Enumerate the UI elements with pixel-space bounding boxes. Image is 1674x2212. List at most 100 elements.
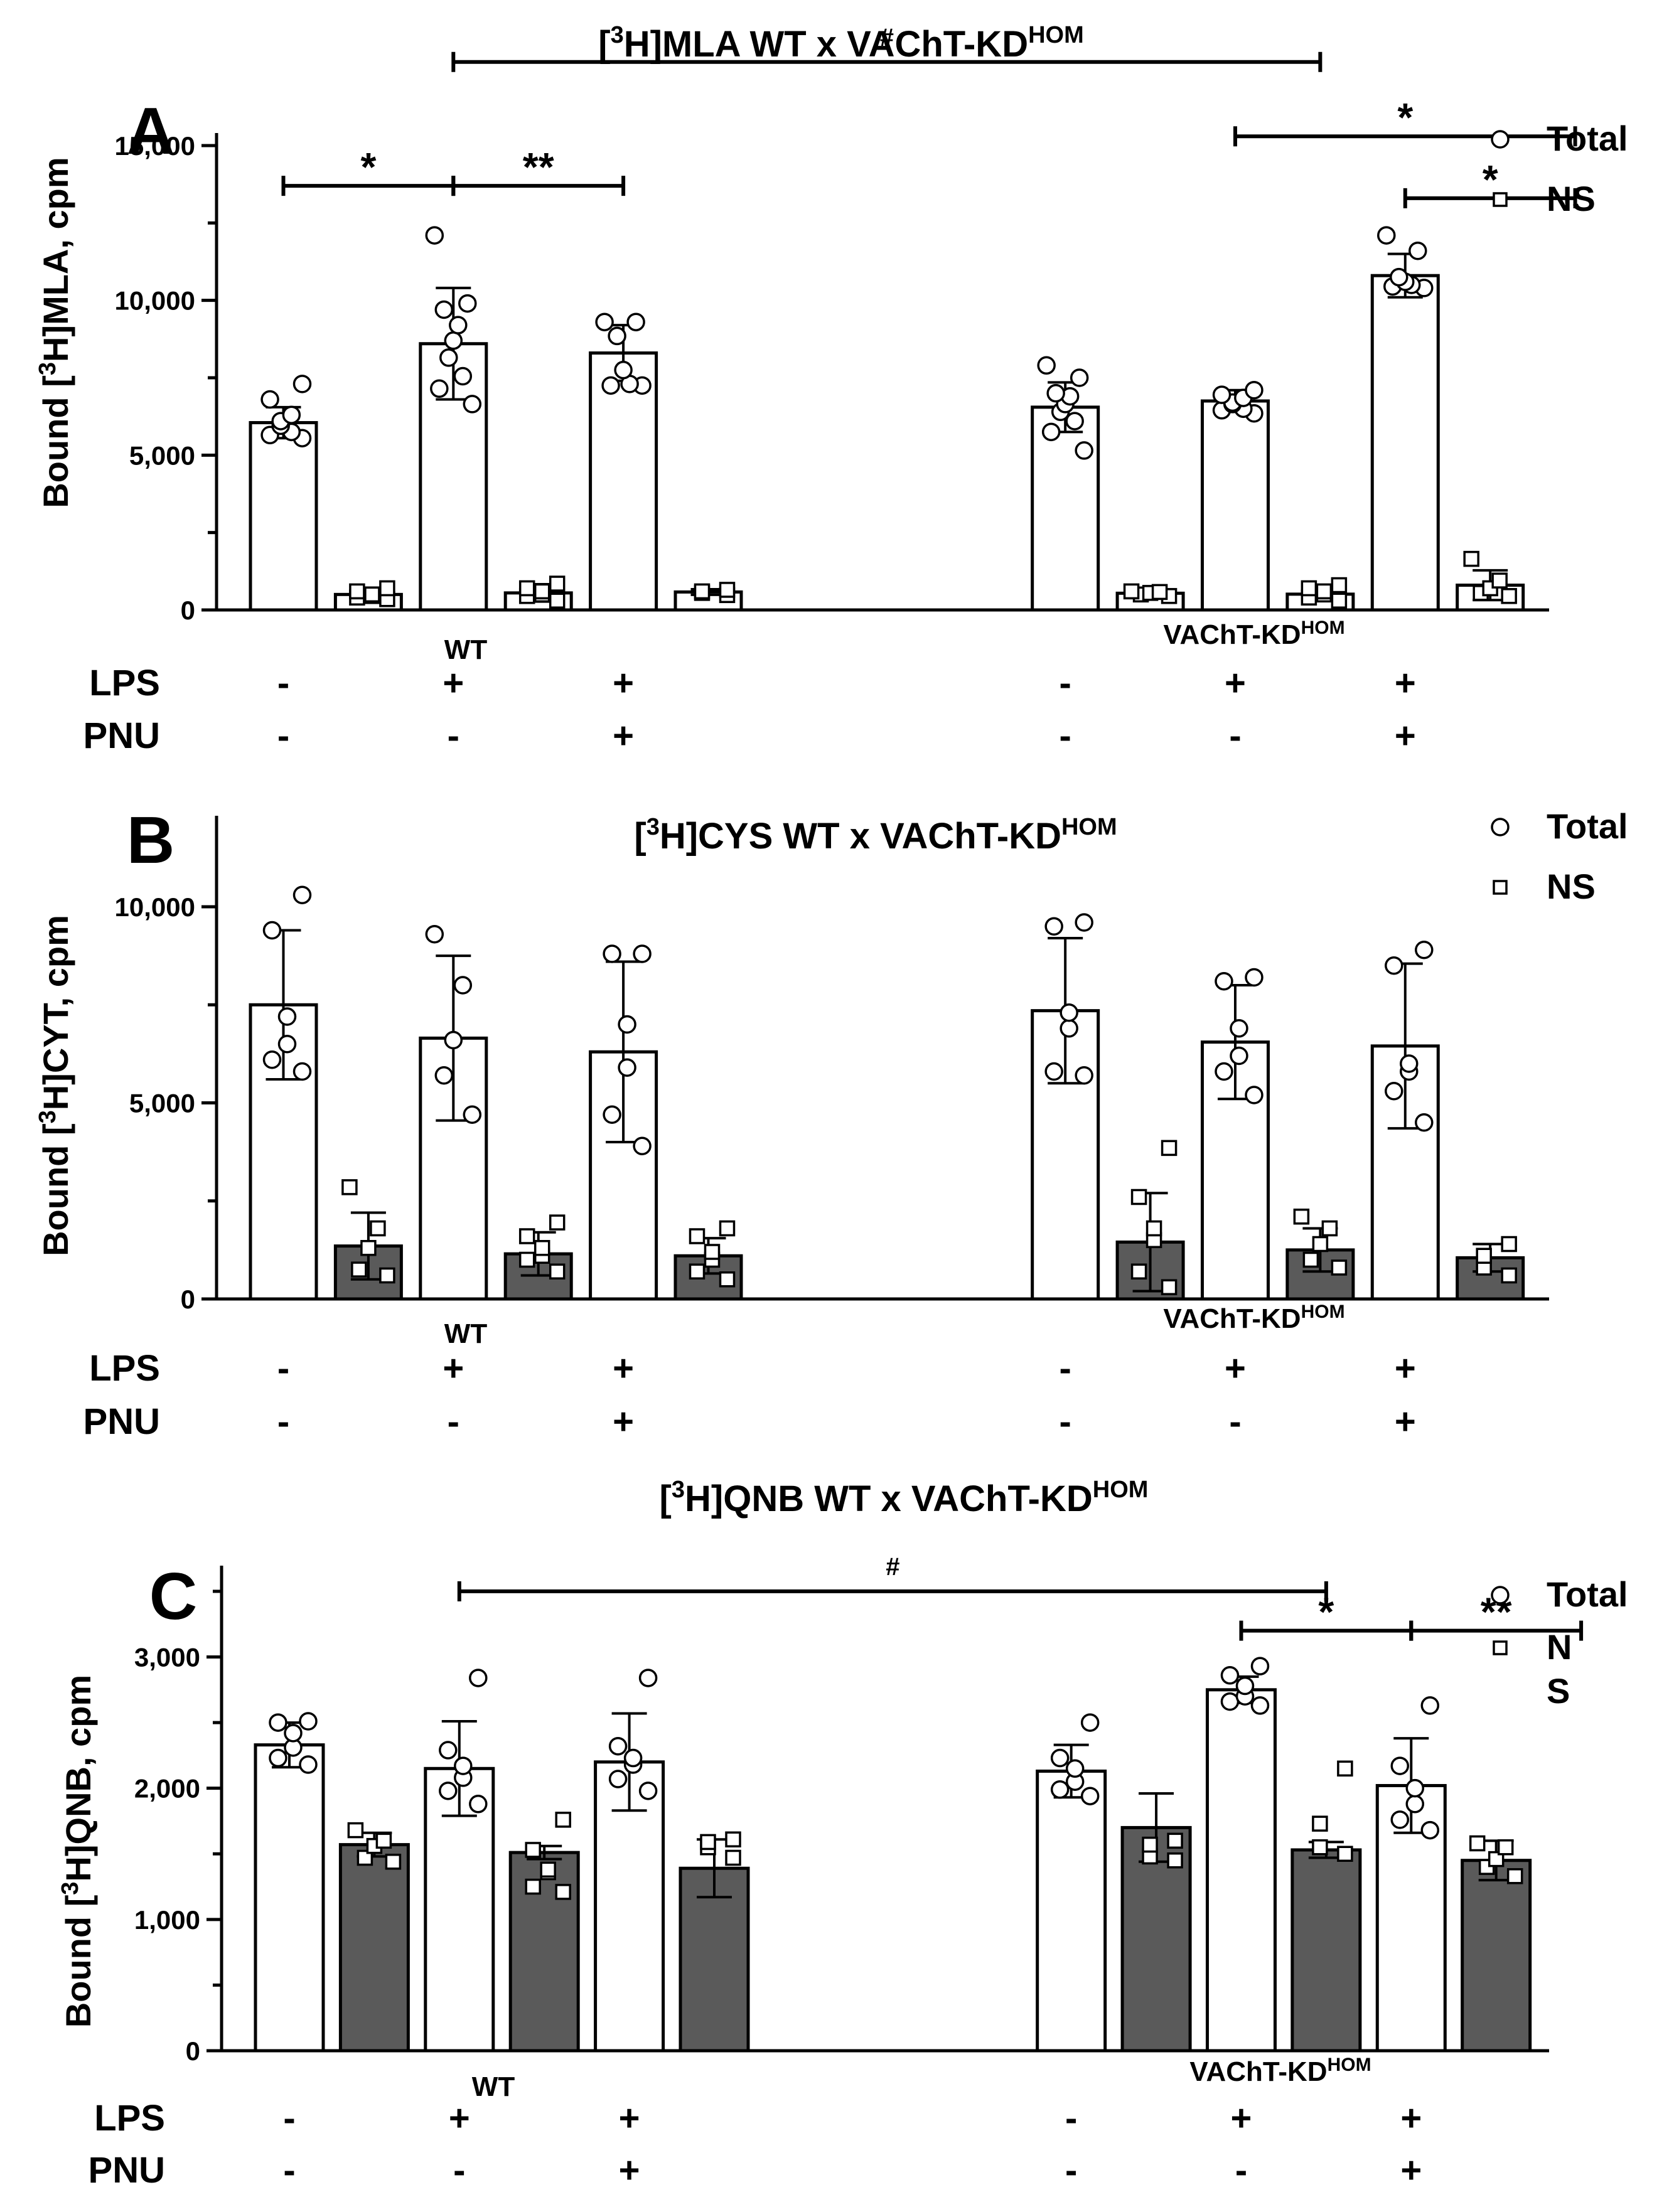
- data-point-ns: [534, 583, 550, 600]
- y-tick-label: 10,000: [115, 286, 195, 316]
- data-point-total: [469, 1669, 488, 1687]
- data-point-total: [262, 921, 282, 940]
- treatment-mark: -: [448, 1401, 459, 1442]
- data-point-ns: [364, 586, 380, 603]
- treatment-mark: -: [1235, 2150, 1247, 2191]
- treatment-label-pnu: PNU: [89, 2150, 165, 2191]
- y-tick-label: 10,000: [115, 892, 195, 922]
- data-point-ns: [1130, 1263, 1147, 1280]
- y-tick-label: 5,000: [129, 1089, 195, 1118]
- data-point-ns: [360, 1240, 377, 1256]
- panel-b: [3H]CYS WT x VAChT-KDHOM B Bound [3H]CYT…: [35, 803, 1628, 1442]
- panel-b-group-label-wt: WT: [444, 1318, 488, 1349]
- data-point-total: [1400, 1054, 1419, 1073]
- panel-c-ylabel-post: H]QNB, cpm: [58, 1675, 98, 1882]
- treatment-mark: +: [443, 663, 464, 703]
- data-point-ns: [725, 1849, 741, 1866]
- legend-marker-square: [1493, 192, 1508, 207]
- panel-b-ylabel-post: H]CYT, cpm: [36, 915, 75, 1110]
- data-point-ns: [525, 1842, 541, 1858]
- data-point-total: [618, 1015, 636, 1034]
- significance-bracket: *: [1233, 95, 1577, 147]
- panel-b-treatments: LPS - + + - + + PNU - - + - - +: [83, 1348, 1416, 1442]
- data-point-ns: [1302, 1251, 1319, 1268]
- data-point-ns: [719, 582, 736, 598]
- treatment-mark: +: [613, 1348, 634, 1389]
- panel-c-title-main: H]QNB WT x VAChT-KD: [685, 1478, 1093, 1519]
- data-point-ns: [518, 580, 535, 597]
- data-point-total: [1080, 1787, 1100, 1805]
- treatment-mark: +: [613, 715, 634, 756]
- bar-total: [249, 421, 318, 612]
- panel-a-title-sup: 3: [611, 22, 624, 48]
- legend-marker-square: [1493, 1640, 1508, 1655]
- data-point-total: [1060, 1019, 1078, 1038]
- panel-c-group-label-kd: VAChT-KDHOM: [1189, 2054, 1371, 2087]
- legend-label: NS: [1547, 179, 1596, 218]
- data-point-total: [277, 1035, 297, 1054]
- data-point-total: [1075, 441, 1093, 460]
- data-point-total: [1065, 1759, 1085, 1778]
- panel-c-treatments: LPS - + + - + + PNU - - + - - +: [89, 2098, 1422, 2191]
- data-point-ns: [1331, 577, 1348, 594]
- data-point-ns: [534, 1240, 550, 1256]
- data-point-total: [453, 976, 473, 995]
- data-point-ns: [370, 1220, 386, 1237]
- panel-a-ylabel-pre: Bound [: [36, 375, 75, 508]
- treatment-mark: +: [1395, 663, 1416, 703]
- data-point-total: [277, 1007, 297, 1026]
- data-point-total: [638, 1669, 658, 1687]
- panel-c-group-labels: WT VAChT-KDHOM: [472, 2054, 1371, 2102]
- y-tick-label: 2,000: [134, 1774, 200, 1803]
- data-point-ns: [1301, 580, 1317, 597]
- treatment-mark: -: [1065, 2150, 1077, 2191]
- y-tick-label: 0: [181, 1285, 195, 1314]
- legend-label-line: NS: [1547, 867, 1596, 906]
- data-point-total: [1044, 917, 1063, 936]
- data-point-ns: [1293, 1209, 1310, 1225]
- data-point-total: [1245, 968, 1264, 987]
- data-point-ns: [549, 575, 566, 592]
- bar-ns: [1461, 1859, 1532, 2053]
- significance-label: *: [1318, 1590, 1334, 1635]
- treatment-mark: +: [613, 1401, 634, 1442]
- data-point-ns: [1316, 583, 1333, 600]
- data-point-ns: [1506, 1868, 1523, 1884]
- panel-a-title: [3H]MLA WT x VAChT-KDHOM: [598, 22, 1083, 65]
- significance-bracket: **: [451, 144, 626, 196]
- panel-b-title-prefix: [: [634, 816, 646, 857]
- legend-label-line: N: [1547, 1627, 1572, 1667]
- panel-c-ylabel-sup: 3: [57, 1882, 83, 1895]
- data-point-total: [260, 390, 279, 409]
- bar-total: [249, 1003, 318, 1301]
- data-point-ns: [1312, 1236, 1329, 1253]
- data-point-ns: [555, 1884, 571, 1900]
- data-point-ns: [1476, 1248, 1492, 1264]
- data-point-total: [1245, 1086, 1264, 1104]
- data-point-total: [1060, 1003, 1078, 1022]
- treatment-mark: +: [449, 2098, 470, 2139]
- data-point-total: [1415, 941, 1434, 959]
- data-point-ns: [1463, 550, 1479, 567]
- data-point-total: [1390, 267, 1408, 287]
- data-point-ns: [1321, 1220, 1338, 1237]
- panel-c-title-prefix: [: [660, 1478, 672, 1519]
- y-tick-label: 5,000: [129, 441, 195, 470]
- data-point-total: [463, 395, 482, 414]
- treatment-mark: -: [283, 2150, 295, 2191]
- treatment-mark: +: [443, 1348, 464, 1389]
- data-point-total: [1080, 1713, 1100, 1732]
- legend-label-line: Total: [1547, 119, 1628, 158]
- treatment-mark: -: [1060, 1348, 1071, 1389]
- data-point-total: [425, 226, 444, 245]
- panel-a-ylabel-sup: 3: [35, 362, 61, 375]
- data-point-ns: [518, 1228, 535, 1244]
- treatment-label-lps: LPS: [94, 2098, 165, 2139]
- data-point-ns: [1167, 1852, 1183, 1869]
- data-point-ns: [1146, 1220, 1162, 1237]
- bar-total: [1200, 399, 1270, 612]
- data-point-ns: [1488, 1851, 1505, 1867]
- data-point-ns: [549, 1214, 566, 1231]
